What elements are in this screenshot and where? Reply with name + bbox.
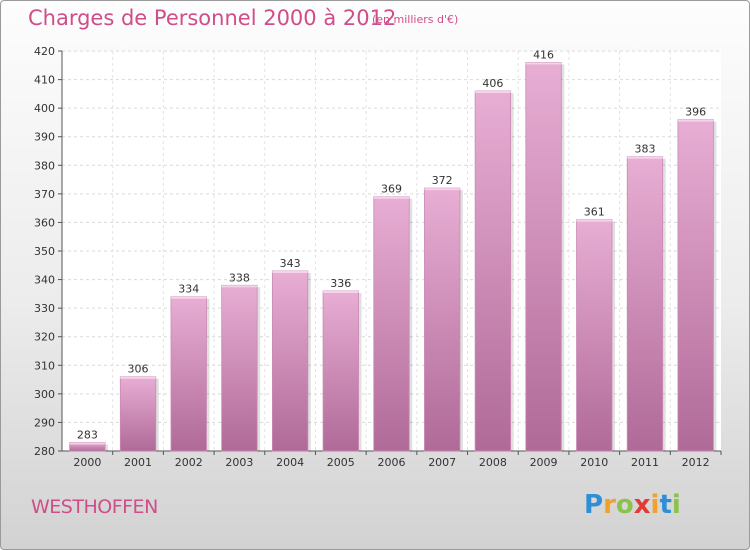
logo-letter: x bbox=[633, 490, 651, 520]
bar-top bbox=[120, 376, 156, 379]
bar-top bbox=[525, 62, 562, 65]
data-label: 343 bbox=[280, 257, 301, 270]
town-name: WESTHOFFEN bbox=[31, 496, 158, 518]
y-tick-label: 330 bbox=[34, 302, 55, 315]
bar bbox=[576, 219, 613, 452]
bar bbox=[322, 290, 359, 452]
x-tick-label: 2007 bbox=[428, 456, 456, 469]
data-label: 361 bbox=[584, 206, 605, 219]
bar bbox=[626, 156, 664, 452]
x-tick-label: 2003 bbox=[225, 456, 253, 469]
bars bbox=[69, 62, 717, 452]
data-labels: 283 306 334 338 343 336 369 372 406 416 361 383 396 bbox=[77, 48, 706, 441]
x-tick-label: 2009 bbox=[530, 456, 558, 469]
x-tick-label: 2011 bbox=[631, 456, 659, 469]
bar bbox=[474, 90, 512, 452]
logo-letter: o bbox=[615, 490, 634, 520]
x-tick-label: 2005 bbox=[327, 456, 355, 469]
logo-letter: P bbox=[584, 490, 604, 520]
x-tick-label: 2006 bbox=[378, 456, 406, 469]
logo-letter: i bbox=[671, 490, 681, 520]
data-label: 383 bbox=[634, 143, 655, 156]
bar-top bbox=[373, 196, 410, 199]
y-tick-label: 390 bbox=[34, 131, 55, 144]
bar bbox=[119, 376, 157, 452]
bar-top bbox=[272, 271, 308, 273]
data-label: 338 bbox=[229, 271, 250, 284]
bar bbox=[271, 270, 309, 452]
x-tick-label: 2012 bbox=[682, 456, 710, 469]
logo-letter: i bbox=[650, 490, 660, 520]
data-label: 406 bbox=[482, 77, 503, 90]
y-tick-label: 280 bbox=[34, 445, 55, 458]
y-tick-label: 400 bbox=[34, 102, 55, 115]
y-tick-label: 310 bbox=[34, 359, 55, 372]
bar-top bbox=[323, 291, 359, 293]
x-tick-label: 2000 bbox=[73, 456, 101, 469]
y-tick-label: 370 bbox=[34, 188, 55, 201]
data-label: 334 bbox=[178, 283, 199, 296]
data-label: 336 bbox=[330, 277, 351, 290]
data-label: 372 bbox=[432, 174, 453, 187]
bar-top bbox=[424, 188, 460, 191]
logo-letter: t bbox=[659, 490, 672, 520]
logo-letter: r bbox=[603, 490, 616, 520]
bar-top bbox=[677, 119, 714, 122]
bar bbox=[525, 62, 562, 452]
y-tick-label: 380 bbox=[34, 159, 55, 172]
y-tick-label: 300 bbox=[34, 388, 55, 401]
x-tick-label: 2002 bbox=[175, 456, 203, 469]
bar bbox=[677, 119, 714, 452]
y-tick-label: 350 bbox=[34, 245, 55, 258]
bar-top bbox=[170, 296, 207, 299]
y-tick-label: 410 bbox=[34, 74, 55, 87]
bar-top bbox=[475, 91, 511, 93]
x-tick-label: 2001 bbox=[124, 456, 152, 469]
chart-subtitle: (en milliers d'€) bbox=[372, 13, 459, 26]
data-label: 396 bbox=[685, 106, 706, 119]
x-tick-label: 2010 bbox=[580, 456, 608, 469]
bar-top bbox=[576, 219, 613, 222]
x-tick-label: 2004 bbox=[276, 456, 304, 469]
bar-top bbox=[221, 285, 258, 288]
bar bbox=[424, 187, 461, 452]
proxiti-logo[interactable]: Proxiti bbox=[584, 490, 681, 520]
bar-top bbox=[627, 156, 663, 159]
y-tick-label: 320 bbox=[34, 331, 55, 344]
y-tick-label: 360 bbox=[34, 216, 55, 229]
y-tick-label: 420 bbox=[34, 45, 55, 58]
axes: 280 290 300 310 320 330 340 350 360 370 380 390 400 4… bbox=[34, 45, 722, 469]
bar bbox=[373, 196, 410, 452]
y-tick-label: 290 bbox=[34, 416, 55, 429]
data-label: 283 bbox=[77, 428, 98, 441]
x-tick-label: 2008 bbox=[479, 456, 507, 469]
y-tick-label: 340 bbox=[34, 274, 55, 287]
data-label: 416 bbox=[533, 48, 554, 61]
bar bbox=[221, 284, 258, 452]
bar-top bbox=[69, 442, 106, 445]
data-label: 369 bbox=[381, 183, 402, 196]
data-label: 306 bbox=[128, 363, 149, 376]
bar bbox=[170, 296, 207, 452]
chart-title: Charges de Personnel 2000 à 2012 bbox=[28, 6, 397, 30]
